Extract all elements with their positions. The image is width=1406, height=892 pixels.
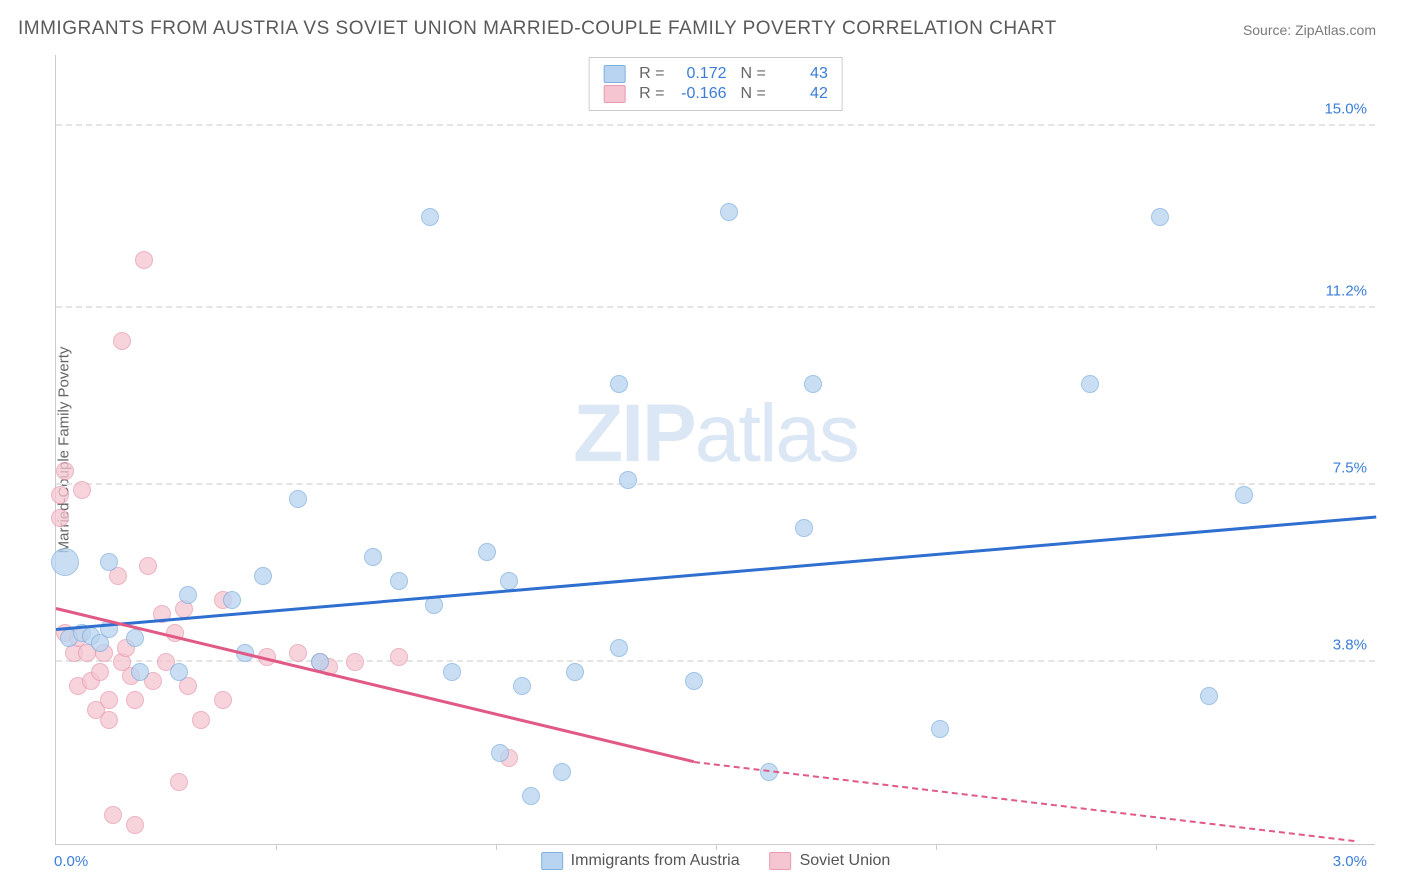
y-tick-label: 15.0%	[1324, 100, 1367, 117]
scatter-point	[513, 677, 531, 695]
scatter-point	[179, 586, 197, 604]
watermark-bold: ZIP	[573, 388, 695, 479]
scatter-point	[289, 644, 307, 662]
scatter-point	[421, 208, 439, 226]
scatter-point	[223, 591, 241, 609]
x-max-label: 3.0%	[1333, 853, 1367, 870]
scatter-point	[56, 462, 74, 480]
scatter-point	[566, 663, 584, 681]
scatter-point	[610, 375, 628, 393]
watermark: ZIPatlas	[573, 387, 858, 481]
legend-label-1: Immigrants from Austria	[571, 852, 740, 870]
scatter-point	[126, 629, 144, 647]
legend-item-2: Soviet Union	[770, 852, 891, 870]
stats-legend: R = 0.172 N = 43 R = -0.166 N = 42	[588, 57, 843, 111]
scatter-point	[720, 203, 738, 221]
scatter-point	[135, 251, 153, 269]
r-label: R =	[639, 65, 664, 83]
trend-line	[694, 761, 1354, 842]
y-tick-label: 3.8%	[1333, 637, 1367, 654]
scatter-point	[443, 663, 461, 681]
n-value-2: 42	[780, 85, 828, 103]
scatter-point	[491, 744, 509, 762]
scatter-point	[364, 548, 382, 566]
n-label: N =	[741, 85, 766, 103]
scatter-point	[931, 720, 949, 738]
y-tick-label: 11.2%	[1326, 282, 1367, 299]
r-value-2: -0.166	[679, 85, 727, 103]
scatter-point	[685, 672, 703, 690]
scatter-point	[131, 663, 149, 681]
scatter-point	[1081, 375, 1099, 393]
legend-item-1: Immigrants from Austria	[541, 852, 740, 870]
swatch-series2	[603, 85, 625, 103]
swatch-series1	[541, 852, 563, 870]
plot-area: Married-Couple Family Poverty ZIPatlas 3…	[55, 55, 1375, 845]
scatter-point	[289, 490, 307, 508]
scatter-point	[478, 543, 496, 561]
r-label: R =	[639, 85, 664, 103]
chart-source: Source: ZipAtlas.com	[1243, 22, 1376, 38]
scatter-point	[170, 663, 188, 681]
scatter-point	[73, 481, 91, 499]
x-min-label: 0.0%	[54, 853, 88, 870]
stats-row-1: R = 0.172 N = 43	[603, 64, 828, 84]
n-value-1: 43	[780, 65, 828, 83]
n-label: N =	[741, 65, 766, 83]
scatter-point	[139, 557, 157, 575]
scatter-point	[214, 691, 232, 709]
swatch-series2	[770, 852, 792, 870]
scatter-point	[390, 572, 408, 590]
scatter-point	[91, 663, 109, 681]
scatter-point	[254, 567, 272, 585]
scatter-point	[1200, 687, 1218, 705]
scatter-point	[126, 816, 144, 834]
scatter-point	[100, 691, 118, 709]
scatter-point	[346, 653, 364, 671]
scatter-point	[100, 553, 118, 571]
chart-title: IMMIGRANTS FROM AUSTRIA VS SOVIET UNION …	[18, 18, 1057, 40]
bottom-legend: Immigrants from Austria Soviet Union	[541, 852, 891, 870]
scatter-point	[500, 572, 518, 590]
r-value-1: 0.172	[679, 65, 727, 83]
scatter-point	[522, 787, 540, 805]
y-tick-label: 7.5%	[1333, 459, 1367, 476]
swatch-series1	[603, 65, 625, 83]
scatter-point	[795, 519, 813, 537]
scatter-point	[51, 509, 69, 527]
legend-label-2: Soviet Union	[800, 852, 891, 870]
scatter-point	[51, 486, 69, 504]
scatter-point	[170, 773, 188, 791]
scatter-point	[390, 648, 408, 666]
scatter-point	[51, 548, 79, 576]
watermark-light: atlas	[695, 388, 858, 479]
scatter-point	[804, 375, 822, 393]
stats-row-2: R = -0.166 N = 42	[603, 84, 828, 104]
scatter-point	[126, 691, 144, 709]
scatter-point	[619, 471, 637, 489]
scatter-point	[104, 806, 122, 824]
scatter-point	[1235, 486, 1253, 504]
scatter-point	[100, 711, 118, 729]
scatter-point	[610, 639, 628, 657]
scatter-point	[1151, 208, 1169, 226]
scatter-point	[553, 763, 571, 781]
scatter-point	[192, 711, 210, 729]
scatter-point	[113, 332, 131, 350]
